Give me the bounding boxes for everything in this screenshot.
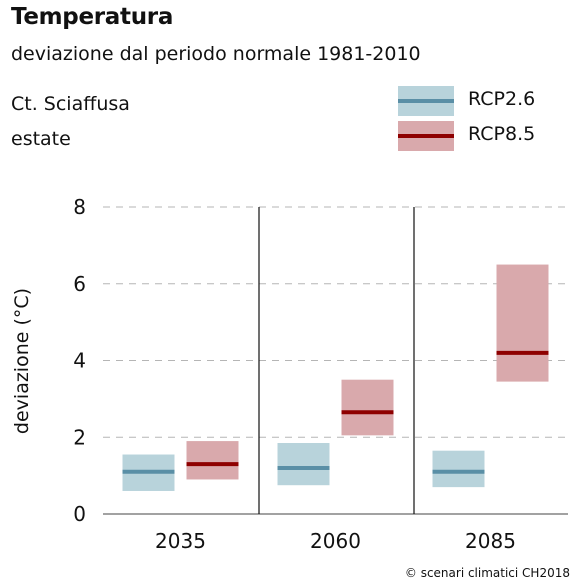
x-tick-label: 2060 (310, 529, 361, 553)
legend-line-rcp26 (398, 99, 454, 103)
chart-subtitle: deviazione dal periodo normale 1981-2010 (11, 43, 421, 65)
y-tick-label: 4 (73, 349, 86, 373)
legend-label-rcp85: RCP8.5 (468, 123, 536, 145)
x-tick-label: 2085 (465, 529, 516, 553)
x-tick-label: 2035 (155, 529, 206, 553)
y-tick-label: 6 (73, 272, 86, 296)
credit-text: © scenari climatici CH2018 (404, 566, 570, 580)
region-label: Ct. Sciaffusa (11, 93, 130, 115)
y-tick-label: 0 (73, 502, 86, 526)
legend-item-rcp85: RCP8.5 (398, 121, 568, 155)
chart-title: Temperatura (11, 4, 174, 30)
range-box (341, 379, 394, 436)
legend-label-rcp26: RCP2.6 (468, 88, 536, 110)
legend-line-rcp85 (398, 134, 454, 138)
range-box (277, 443, 330, 486)
y-tick-label: 2 (73, 425, 86, 449)
range-box (496, 264, 549, 382)
y-tick-label: 8 (73, 195, 86, 219)
range-box (186, 441, 239, 480)
range-box (432, 450, 485, 488)
legend-item-rcp26: RCP2.6 (398, 86, 568, 120)
season-label: estate (11, 128, 71, 150)
